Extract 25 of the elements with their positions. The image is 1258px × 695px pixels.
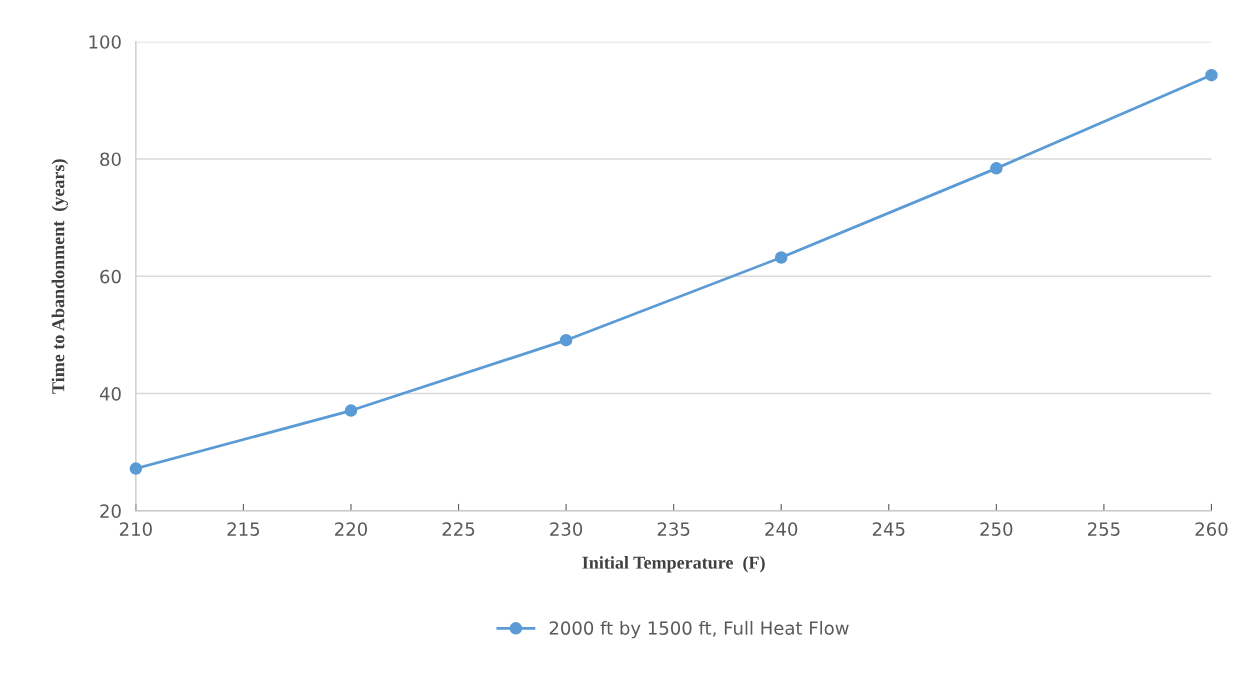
- y-tick-label: 100: [89, 35, 121, 49]
- point: [559, 333, 573, 347]
- x-tick-label: 230: [550, 522, 583, 536]
- x-tick-label: 260: [1195, 522, 1228, 536]
- y-tick-label: 80: [100, 152, 121, 167]
- point: [990, 162, 1003, 175]
- x-tick-label: 225: [442, 522, 475, 536]
- x-tick-label: 245: [872, 522, 905, 536]
- x-axis-title: Initial Temperature (F): [582, 556, 765, 573]
- x-tick-label: 215: [227, 522, 260, 536]
- point: [129, 462, 143, 475]
- y-axis-title: Time to Abandonment (years): [51, 159, 69, 394]
- y-tick-label: 20: [100, 504, 121, 518]
- x-tick-label: 210: [119, 522, 152, 536]
- x-tick-label: 240: [765, 522, 798, 536]
- y-tick-label: 60: [100, 269, 121, 284]
- point: [344, 404, 358, 417]
- x-tick-label: 255: [1087, 522, 1120, 536]
- x-tick-label: 250: [980, 522, 1013, 536]
- point: [774, 251, 788, 264]
- x-tick-label: 235: [657, 522, 690, 536]
- y-tick-label: 40: [99, 387, 121, 401]
- legend-label: 2000 ft by 1500 ft, Full Heat Flow: [549, 620, 849, 639]
- point: [1205, 68, 1218, 82]
- x-tick-label: 220: [335, 522, 368, 536]
